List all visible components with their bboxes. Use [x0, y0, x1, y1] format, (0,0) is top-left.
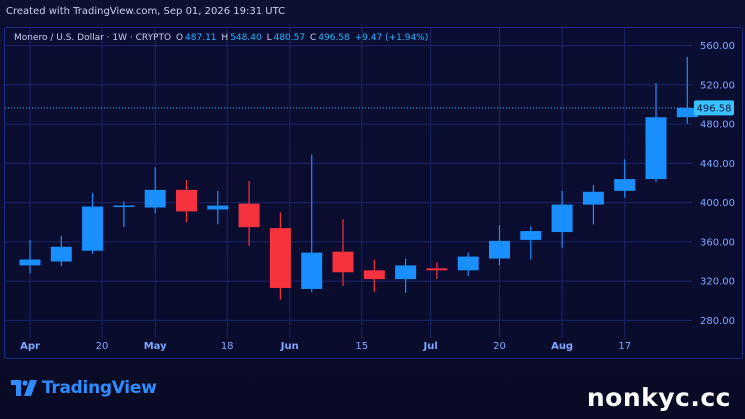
close-value: 496.58 — [318, 33, 350, 43]
tradingview-logo-icon — [11, 380, 37, 396]
y-tick-label: 440.00 — [700, 159, 735, 170]
symbol-legend: Monero / U.S. Dollar · 1W · CRYPTO O 487.… — [14, 33, 430, 43]
x-tick-label: 17 — [618, 341, 631, 352]
candle-body — [19, 259, 41, 266]
last-price-badge — [694, 100, 734, 116]
x-tick-label: Jun — [280, 341, 299, 352]
x-tick-label: Aug — [551, 341, 573, 352]
candle-body — [520, 231, 542, 240]
tradingview-logo[interactable]: TradingView — [11, 377, 157, 399]
close-label: C — [309, 33, 317, 43]
candle-body — [332, 251, 354, 273]
x-tick-label: Apr — [20, 341, 40, 352]
candle-body — [50, 246, 72, 262]
candle-body — [82, 206, 104, 251]
candle-body — [614, 179, 636, 191]
candle-body — [363, 270, 385, 280]
open-value: 487.11 — [185, 33, 217, 43]
y-tick-label: 280.00 — [700, 316, 735, 327]
y-tick-label: 560.00 — [700, 41, 735, 52]
y-tick-label: 400.00 — [700, 198, 735, 209]
chart-panel[interactable] — [4, 27, 743, 359]
open-label: O — [175, 33, 184, 43]
last-price-label: 496.58 — [697, 103, 732, 114]
y-tick-label: 320.00 — [700, 277, 735, 288]
candle-body — [457, 256, 479, 271]
watermark-text: nonkyc.cc — [586, 383, 731, 412]
candle-body — [395, 265, 417, 280]
x-tick-label: 20 — [493, 341, 506, 352]
candle-body — [113, 205, 135, 208]
change-value: +9.47 (+1.94%) — [354, 33, 429, 43]
x-tick-label: Jul — [422, 341, 437, 352]
symbol-name: Monero / U.S. Dollar · 1W · CRYPTO — [14, 33, 172, 43]
candle-body — [269, 228, 291, 288]
y-tick-label: 480.00 — [700, 120, 735, 131]
created-with-text: Created with TradingView.com, Sep 01, 20… — [6, 6, 286, 17]
high-label: H — [221, 33, 229, 43]
x-tick-label: 20 — [96, 341, 109, 352]
candle-body — [207, 205, 229, 210]
tradingview-logo-text: TradingView — [42, 378, 157, 398]
candle-body — [238, 203, 260, 228]
low-label: L — [266, 33, 272, 43]
candle-body — [489, 240, 510, 259]
x-tick-label: May — [144, 341, 167, 352]
x-tick-label: 18 — [221, 341, 234, 352]
y-tick-label: 520.00 — [700, 80, 735, 91]
candle-body — [551, 204, 573, 233]
candle-body — [676, 107, 698, 118]
candle-body — [301, 252, 323, 289]
candle-body — [176, 189, 197, 212]
candle-body — [426, 268, 448, 271]
x-tick-label: 15 — [355, 341, 368, 352]
candle-body — [144, 189, 166, 208]
high-value: 548.40 — [230, 33, 262, 43]
low-value: 480.57 — [273, 33, 306, 43]
y-tick-label: 360.00 — [700, 237, 735, 248]
candle-body — [645, 117, 667, 180]
candle-body — [582, 191, 604, 205]
